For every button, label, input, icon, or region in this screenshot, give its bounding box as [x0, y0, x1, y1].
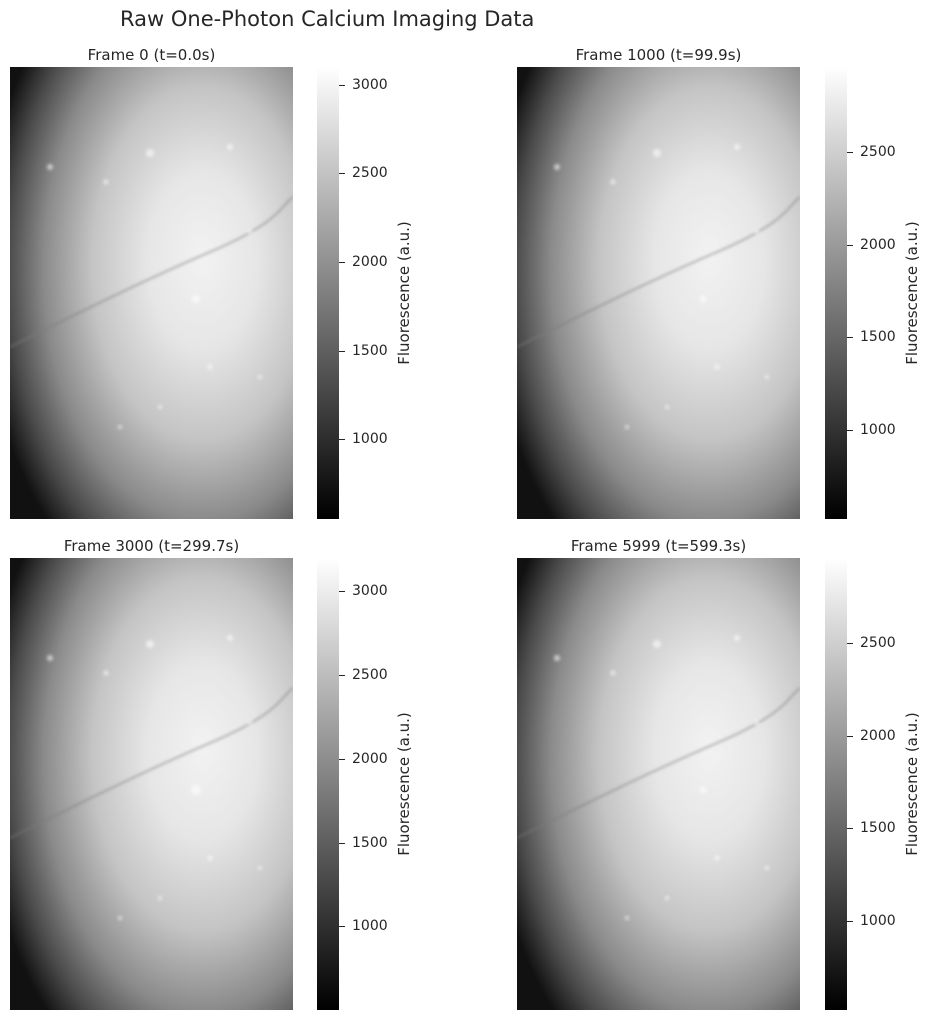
- colorbar-tick-3-1000: [847, 921, 853, 923]
- colorbar-2: [317, 558, 339, 1010]
- colorbar-tick-2-1500: [339, 842, 345, 844]
- colorbar-tick-label-0-2500: 2500: [352, 165, 388, 182]
- colorbar-tick-2-2500: [339, 675, 345, 677]
- panel-title-3: Frame 5999 (t=599.3s): [570, 537, 747, 555]
- colorbar-tick-2-1000: [339, 926, 345, 928]
- colorbar-3: [825, 558, 847, 1010]
- colorbar-tick-1-1500: [847, 337, 853, 339]
- colorbar-tick-label-3-2000: 2000: [860, 727, 896, 744]
- colorbar-tick-0-2000: [339, 261, 345, 263]
- colorbar-tick-3-1500: [847, 828, 853, 830]
- colorbar-tick-label-0-2000: 2000: [352, 253, 388, 270]
- colorbar-tick-0-1000: [339, 439, 345, 441]
- panel-title-0: Frame 0 (t=0.0s): [87, 46, 216, 64]
- colorbar-label-3: Fluorescence (a.u.): [902, 712, 921, 856]
- colorbar-tick-label-3-2500: 2500: [860, 635, 896, 652]
- colorbar-tick-3-2500: [847, 643, 853, 645]
- colorbar-tick-label-0-3000: 3000: [352, 76, 388, 93]
- fluorescence-image-2: [10, 558, 293, 1010]
- colorbar-tick-label-1-2000: 2000: [860, 236, 896, 253]
- colorbar-tick-label-1-1500: 1500: [860, 329, 896, 346]
- colorbar-tick-1-2000: [847, 244, 853, 246]
- colorbar-tick-label-0-1000: 1000: [352, 431, 388, 448]
- colorbar-tick-0-3000: [339, 84, 345, 86]
- colorbar-tick-label-2-1500: 1500: [352, 834, 388, 851]
- fluorescence-image-1: [517, 67, 800, 519]
- colorbar-tick-2-3000: [339, 591, 345, 593]
- colorbar-tick-0-2500: [339, 173, 345, 175]
- panel-title-1: Frame 1000 (t=99.9s): [575, 46, 742, 64]
- colorbar-tick-label-3-1500: 1500: [860, 820, 896, 837]
- colorbar-tick-label-1-2500: 2500: [860, 144, 896, 161]
- colorbar-label-2: Fluorescence (a.u.): [394, 712, 413, 856]
- colorbar-label-0: Fluorescence (a.u.): [394, 221, 413, 365]
- fluorescence-image-0: [10, 67, 293, 519]
- colorbar-0: [317, 67, 339, 519]
- colorbar-tick-0-1500: [339, 350, 345, 352]
- fluorescence-image-3: [517, 558, 800, 1010]
- colorbar-tick-label-3-1000: 1000: [860, 913, 896, 930]
- colorbar-tick-1-1000: [847, 430, 853, 432]
- colorbar-1: [825, 67, 847, 519]
- panel-title-2: Frame 3000 (t=299.7s): [63, 537, 240, 555]
- colorbar-tick-1-2500: [847, 152, 853, 154]
- figure-title: Raw One-Photon Calcium Imaging Data: [120, 7, 535, 31]
- colorbar-tick-3-2000: [847, 735, 853, 737]
- colorbar-tick-label-0-1500: 1500: [352, 342, 388, 359]
- colorbar-tick-label-2-2000: 2000: [352, 750, 388, 767]
- colorbar-tick-label-2-2500: 2500: [352, 667, 388, 684]
- colorbar-tick-label-2-1000: 1000: [352, 918, 388, 935]
- colorbar-label-1: Fluorescence (a.u.): [902, 221, 921, 365]
- colorbar-tick-label-2-3000: 3000: [352, 583, 388, 600]
- colorbar-tick-2-2000: [339, 758, 345, 760]
- colorbar-tick-label-1-1000: 1000: [860, 422, 896, 439]
